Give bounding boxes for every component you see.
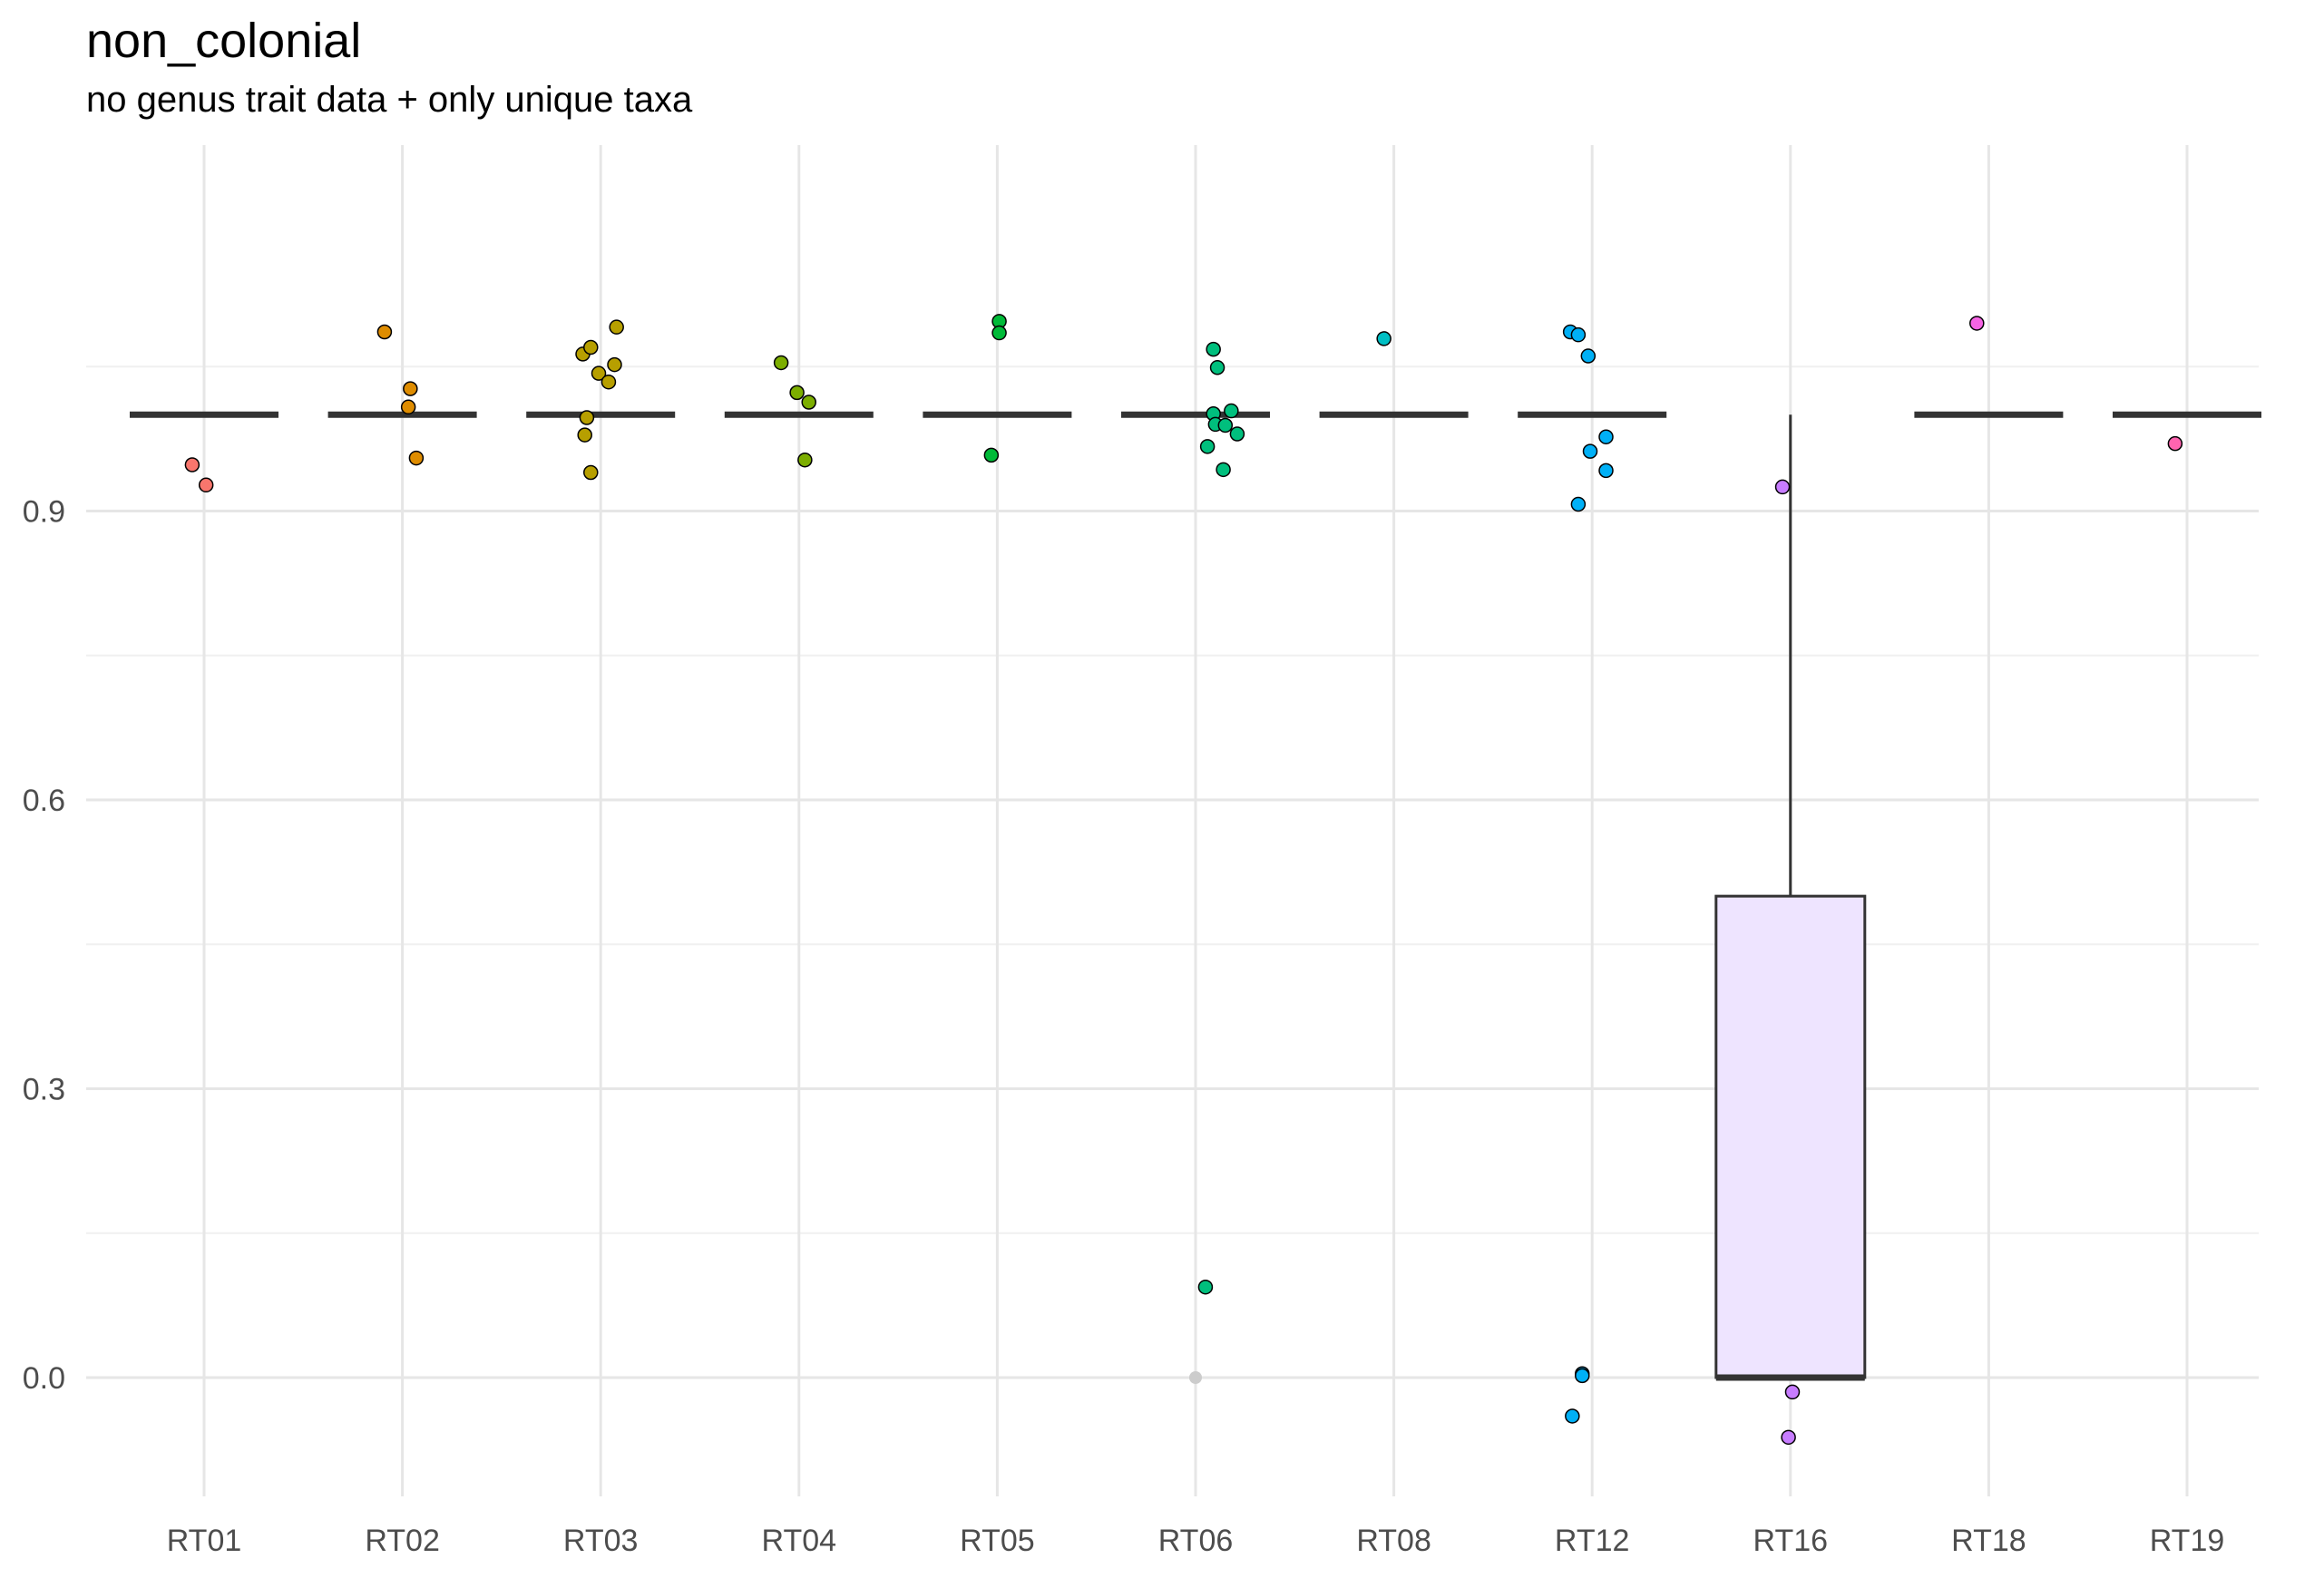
data-point-rt06 — [1209, 360, 1225, 375]
data-point-rt04 — [801, 394, 816, 410]
boxplot-rt16 — [1714, 414, 1867, 1381]
data-point-rt06 — [1217, 417, 1234, 433]
data-point-rt03 — [579, 410, 595, 425]
data-point-rt06 — [1199, 439, 1216, 454]
data-point-rt12 — [1580, 348, 1597, 364]
x-tick-label: RT18 — [1951, 1524, 2026, 1558]
data-point-rt19 — [2167, 435, 2183, 452]
data-point-rt06 — [1206, 341, 1221, 357]
grid-lines — [86, 145, 2259, 1496]
x-tick-label: RT08 — [1356, 1524, 1431, 1558]
data-point-rt12 — [1570, 326, 1587, 343]
x-tick-label: RT04 — [762, 1524, 837, 1558]
x-tick-label: RT01 — [167, 1524, 242, 1558]
data-point-rt12 — [1598, 429, 1614, 444]
data-point-rt03 — [591, 365, 607, 381]
x-tick-label: RT05 — [960, 1524, 1035, 1558]
data-point-rt16 — [1784, 1384, 1801, 1400]
y-tick-label: 0.3 — [23, 1072, 65, 1106]
data-point-rt04 — [789, 385, 805, 401]
chart-subtitle: no genus trait data + only unique taxa — [86, 80, 693, 120]
x-tick-label: RT12 — [1555, 1524, 1630, 1558]
data-point-rt02 — [376, 324, 393, 340]
x-tick-label: RT06 — [1158, 1524, 1234, 1558]
data-point-rt03 — [601, 374, 617, 390]
data-point-rt03 — [607, 356, 622, 373]
y-tick-label: 0.9 — [23, 494, 65, 529]
y-tick-label: 0.0 — [23, 1361, 65, 1396]
data-point-rt05 — [991, 325, 1007, 341]
x-tick-label: RT03 — [563, 1524, 639, 1558]
data-point-rt02 — [403, 381, 418, 396]
data-point-rt01 — [184, 457, 200, 472]
data-point-rt06 — [1229, 426, 1245, 442]
y-tick-labels: 0.0 0.3 0.6 0.9 — [23, 494, 65, 1396]
data-point-rt12 — [1598, 463, 1614, 479]
data-point-rt12 — [1565, 1408, 1580, 1424]
data-point-rt03 — [583, 339, 599, 356]
data-point-rt12 — [1570, 496, 1587, 512]
data-point-rt12 — [1575, 1368, 1590, 1384]
data-point-rt06 — [1224, 403, 1239, 419]
y-tick-label: 0.6 — [23, 784, 65, 818]
data-point-rt08 — [1376, 331, 1391, 346]
data-point-rt16 — [1781, 1429, 1796, 1446]
data-point-rt12 — [1582, 443, 1598, 459]
x-tick-label: RT19 — [2150, 1524, 2225, 1558]
data-point-rt18 — [1969, 316, 1985, 331]
data-point-rt06 — [1216, 462, 1231, 478]
data-point-rt03 — [609, 319, 624, 335]
x-tick-labels: RT01 RT02 RT03 RT04 RT05 RT06 RT08 RT12 RT16 RT18… — [167, 1524, 2225, 1558]
data-point-rt03 — [577, 427, 592, 443]
data-point-rt04 — [773, 355, 789, 371]
data-point-rt06 — [1197, 1279, 1214, 1295]
outlier-point — [1189, 1371, 1202, 1384]
chart-title: non_colonial — [86, 14, 362, 68]
data-point-rt03 — [583, 464, 599, 481]
data-point-rt02 — [400, 399, 416, 415]
data-point-rt16 — [1774, 479, 1791, 495]
data-point-rt05 — [983, 447, 1000, 463]
jitter-points — [184, 314, 2183, 1446]
data-point-rt01 — [198, 477, 214, 493]
box-body — [1714, 894, 1867, 1379]
data-point-rt02 — [408, 450, 425, 466]
x-tick-label: RT16 — [1753, 1524, 1829, 1558]
boxplots — [130, 411, 2261, 1381]
data-point-rt04 — [797, 452, 813, 468]
x-tick-label: RT02 — [365, 1524, 440, 1558]
